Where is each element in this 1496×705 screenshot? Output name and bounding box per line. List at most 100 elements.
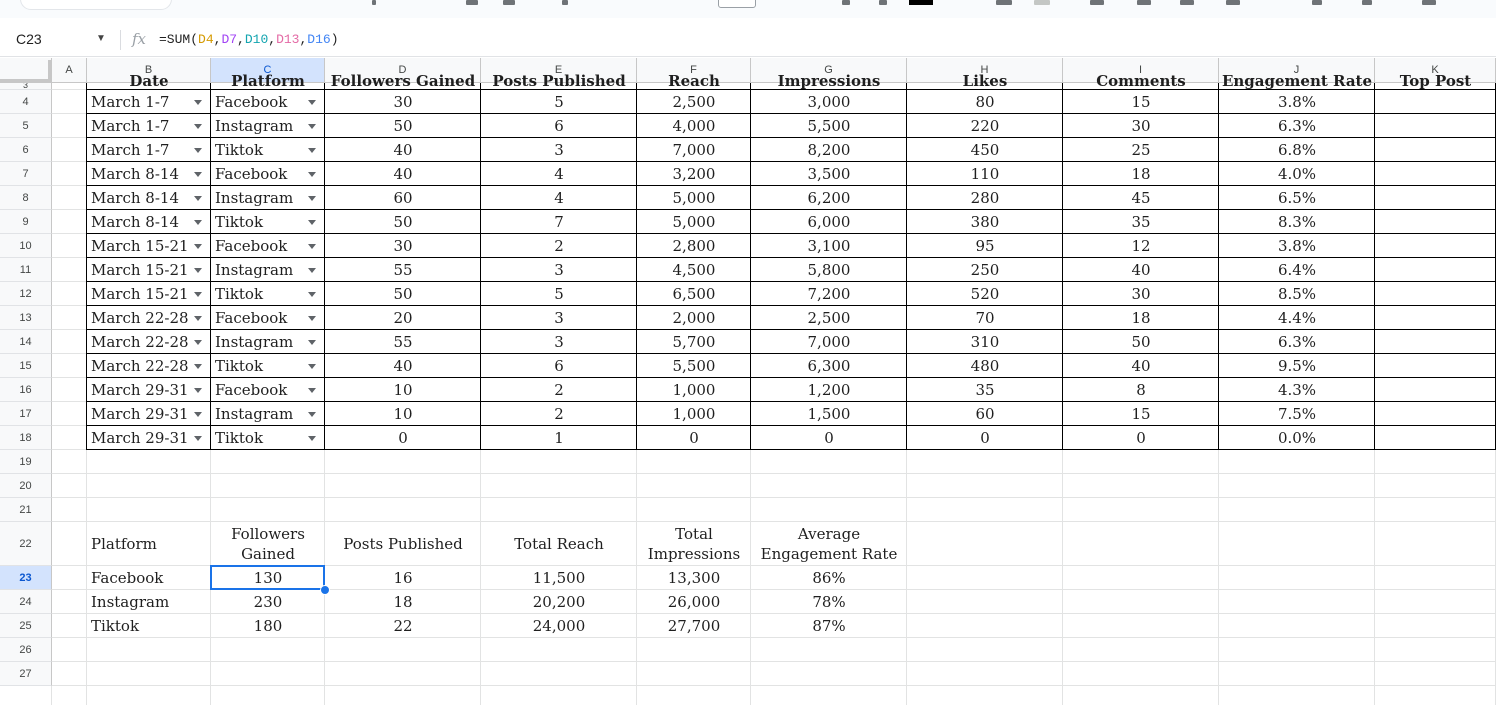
- table-cell[interactable]: 10: [393, 405, 413, 423]
- table-cell[interactable]: 4.4%: [1277, 309, 1317, 327]
- column-header-e[interactable]: E: [481, 58, 637, 83]
- table-cell[interactable]: 6,300: [807, 357, 851, 375]
- table-cell[interactable]: 30: [1131, 285, 1151, 303]
- platform-cell[interactable]: Facebook: [215, 381, 288, 399]
- dropdown-arrow-icon[interactable]: [194, 436, 202, 441]
- platform-cell[interactable]: Instagram: [215, 261, 294, 279]
- row-header-12[interactable]: 12: [0, 282, 52, 306]
- platform-cell[interactable]: Tiktok: [215, 285, 264, 303]
- summary-cell[interactable]: 26,000: [667, 593, 721, 611]
- date-cell[interactable]: March 15-21: [91, 261, 189, 279]
- table-cell[interactable]: 1: [554, 429, 564, 447]
- table-cell[interactable]: 380: [970, 213, 1000, 231]
- row-header-8[interactable]: 8: [0, 186, 52, 210]
- row-header-20[interactable]: 20: [0, 474, 52, 498]
- platform-cell[interactable]: Instagram: [215, 189, 294, 207]
- redo-icon[interactable]: [503, 0, 515, 5]
- table-cell[interactable]: 4: [554, 165, 564, 183]
- table-cell[interactable]: 0: [1136, 429, 1146, 447]
- dropdown-arrow-icon[interactable]: [308, 364, 316, 369]
- table-cell[interactable]: 5,800: [807, 261, 851, 279]
- date-cell[interactable]: March 8-14: [91, 189, 180, 207]
- table-cell[interactable]: 55: [393, 333, 413, 351]
- table-cell[interactable]: 6.3%: [1277, 333, 1317, 351]
- row-header-19[interactable]: 19: [0, 450, 52, 474]
- table-cell[interactable]: 4.3%: [1277, 381, 1317, 399]
- table-cell[interactable]: 5,000: [672, 213, 716, 231]
- column-header-k[interactable]: K: [1375, 58, 1496, 83]
- table-cell[interactable]: 250: [970, 261, 1000, 279]
- table-cell[interactable]: 2: [554, 237, 564, 255]
- date-cell[interactable]: March 22-28: [91, 309, 189, 327]
- dropdown-arrow-icon[interactable]: [194, 124, 202, 129]
- comment-icon[interactable]: [1362, 0, 1372, 5]
- table-cell[interactable]: 6: [554, 117, 564, 135]
- summary-cell[interactable]: 13,300: [667, 569, 721, 587]
- row-header-3[interactable]: 3: [0, 83, 52, 90]
- align-icon[interactable]: [1090, 0, 1104, 5]
- table-cell[interactable]: 50: [393, 285, 413, 303]
- undo-icon[interactable]: [466, 0, 478, 5]
- table-cell[interactable]: 3,200: [672, 165, 716, 183]
- table-cell[interactable]: 55: [393, 261, 413, 279]
- dropdown-arrow-icon[interactable]: [194, 412, 202, 417]
- summary-cell[interactable]: 20,200: [532, 593, 586, 611]
- table-cell[interactable]: 7,000: [672, 141, 716, 159]
- dropdown-arrow-icon[interactable]: [308, 172, 316, 177]
- table-cell[interactable]: 40: [393, 165, 413, 183]
- dropdown-arrow-icon[interactable]: [308, 148, 316, 153]
- table-cell[interactable]: 45: [1131, 189, 1151, 207]
- table-cell[interactable]: 450: [970, 141, 1000, 159]
- table-cell[interactable]: 12: [1131, 237, 1151, 255]
- table-cell[interactable]: 35: [1131, 213, 1151, 231]
- row-header-16[interactable]: 16: [0, 378, 52, 402]
- dropdown-arrow-icon[interactable]: [308, 292, 316, 297]
- table-cell[interactable]: 0: [980, 429, 990, 447]
- column-header-b[interactable]: B: [87, 58, 211, 83]
- table-cell[interactable]: 50: [1131, 333, 1151, 351]
- date-cell[interactable]: March 15-21: [91, 285, 189, 303]
- dropdown-arrow-icon[interactable]: [194, 316, 202, 321]
- zoom-select[interactable]: [718, 0, 756, 8]
- chevron-down-icon[interactable]: ▼: [96, 33, 106, 44]
- table-cell[interactable]: 4: [554, 189, 564, 207]
- table-cell[interactable]: 4.0%: [1277, 165, 1317, 183]
- column-header-j[interactable]: J: [1219, 58, 1375, 83]
- table-cell[interactable]: 3,000: [807, 93, 851, 111]
- dropdown-arrow-icon[interactable]: [308, 220, 316, 225]
- platform-cell[interactable]: Tiktok: [215, 429, 264, 447]
- table-cell[interactable]: 3: [554, 261, 564, 279]
- row-header-25[interactable]: 25: [0, 614, 52, 638]
- table-cell[interactable]: 3.8%: [1277, 237, 1317, 255]
- row-header-6[interactable]: 6: [0, 138, 52, 162]
- table-cell[interactable]: 3: [554, 333, 564, 351]
- dropdown-arrow-icon[interactable]: [308, 268, 316, 273]
- dropdown-arrow-icon[interactable]: [308, 388, 316, 393]
- select-all-corner[interactable]: [0, 58, 52, 83]
- table-cell[interactable]: 5: [554, 285, 564, 303]
- row-header-24[interactable]: 24: [0, 590, 52, 614]
- table-cell[interactable]: 3: [554, 309, 564, 327]
- table-cell[interactable]: 50: [393, 213, 413, 231]
- table-cell[interactable]: 30: [393, 93, 413, 111]
- table-cell[interactable]: 8,200: [807, 141, 851, 159]
- name-box[interactable]: C23: [16, 31, 42, 47]
- dropdown-arrow-icon[interactable]: [308, 340, 316, 345]
- dropdown-arrow-icon[interactable]: [194, 100, 202, 105]
- borders-icon[interactable]: [996, 0, 1012, 5]
- row-header-27[interactable]: 27: [0, 662, 52, 686]
- table-cell[interactable]: 4,500: [672, 261, 716, 279]
- dropdown-arrow-icon[interactable]: [308, 412, 316, 417]
- row-header-26[interactable]: 26: [0, 638, 52, 662]
- table-cell[interactable]: 15: [1131, 93, 1151, 111]
- platform-cell[interactable]: Instagram: [215, 333, 294, 351]
- platform-cell[interactable]: Facebook: [215, 237, 288, 255]
- dropdown-arrow-icon[interactable]: [194, 220, 202, 225]
- table-cell[interactable]: 8.5%: [1277, 285, 1317, 303]
- column-header-i[interactable]: I: [1063, 58, 1219, 83]
- dropdown-arrow-icon[interactable]: [308, 436, 316, 441]
- summary-cell[interactable]: 18: [393, 593, 413, 611]
- fill-handle[interactable]: [320, 585, 330, 595]
- toolbar-icon[interactable]: [879, 0, 887, 5]
- dropdown-arrow-icon[interactable]: [194, 148, 202, 153]
